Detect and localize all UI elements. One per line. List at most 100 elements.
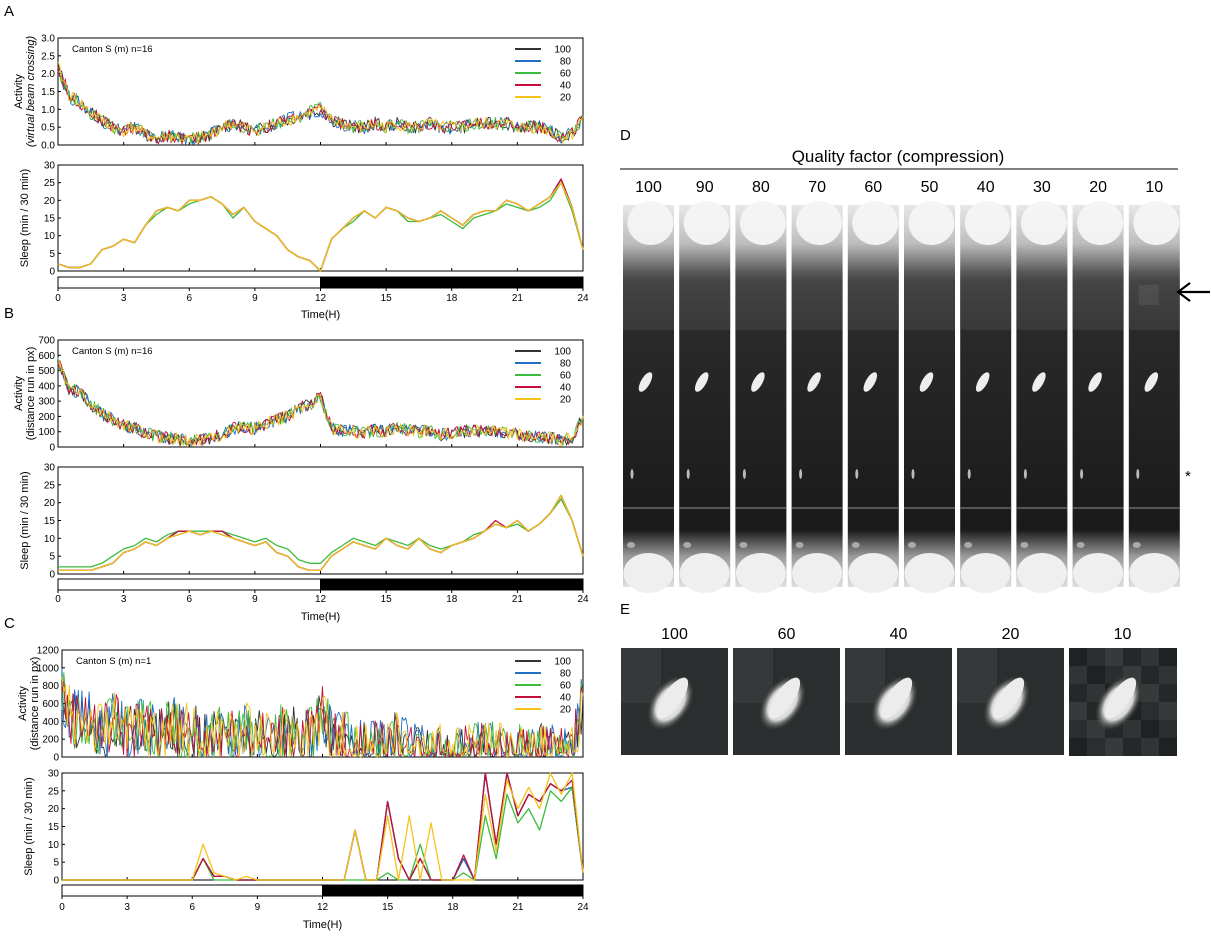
compression-block: [1087, 666, 1105, 684]
series-line-60: [57, 182, 584, 272]
legend-label: 60: [560, 371, 572, 382]
x-tick-label: 15: [381, 293, 393, 304]
compression-block: [1141, 720, 1159, 738]
quality-label: 50: [921, 179, 939, 196]
y-tick-label: 1200: [37, 646, 60, 657]
y-tick-label: 10: [44, 231, 56, 242]
compression-block: [1069, 720, 1087, 738]
bottom-blob: [960, 553, 1011, 593]
small-speck: [799, 469, 803, 479]
x-tick-label: 18: [447, 902, 459, 913]
haze-region: [791, 270, 843, 330]
compression-block: [1069, 738, 1087, 756]
panel-d-title: Quality factor (compression): [792, 147, 1005, 166]
y-tick-label: 300: [38, 397, 55, 408]
video-strip: [1016, 201, 1068, 593]
y-tick-label: 200: [38, 412, 55, 423]
x-tick-label: 12: [317, 902, 329, 913]
x-axis-label: Time(H): [301, 309, 340, 321]
x-tick-label: 9: [255, 902, 261, 913]
small-speck: [1023, 469, 1027, 479]
legend-label: 80: [560, 57, 572, 68]
legend-label: 100: [554, 657, 571, 668]
y-tick-label: 20: [48, 804, 60, 815]
legend-label: 80: [560, 669, 572, 680]
fly-crop: [621, 648, 728, 755]
series-line-40: [57, 178, 584, 272]
crop-quality-label: 100: [661, 626, 688, 643]
y-tick-label: 0: [49, 267, 55, 278]
quality-label: 90: [696, 179, 714, 196]
series-line-20: [61, 677, 584, 758]
series-line-20: [57, 182, 584, 272]
y-tick-label: 30: [48, 769, 60, 780]
bottom-spot: [1132, 542, 1141, 548]
bottom-spot: [1020, 542, 1029, 548]
bottom-spot: [627, 542, 635, 548]
y-tick-label: 0: [53, 876, 59, 887]
fly-crop: [733, 648, 840, 755]
compression-block: [1141, 648, 1159, 666]
fly-blob: [807, 372, 821, 392]
legend-label: 60: [560, 681, 572, 692]
small-speck: [967, 469, 971, 479]
panel-d: Quality factor (compression) 100 90 80 70 60…: [620, 147, 1210, 593]
series-line-20: [57, 361, 584, 448]
y-tick-label: 25: [48, 786, 60, 797]
light-period-bar: [61, 884, 323, 897]
small-speck: [630, 469, 634, 479]
y-tick-label: 0: [53, 753, 59, 764]
compression-block: [1159, 684, 1177, 702]
sleep-plot-a: 0 5 10 15 20 25 30 Sleep (min / 30 min) 0 3 6 9 12 15…: [19, 161, 589, 322]
compression-block: [1069, 666, 1087, 684]
y-tick-label: 600: [42, 699, 59, 710]
haze-region: [1016, 270, 1068, 330]
quality-label: 70: [808, 179, 826, 196]
fly-blob: [1032, 372, 1046, 392]
sample-annotation: Canton S (m) n=1: [76, 656, 151, 667]
series-line-60: [58, 498, 584, 568]
top-blob: [908, 201, 955, 245]
activity-plot-c: 0 200 400 600 800 1000 1200 Activity (distance r…: [17, 646, 584, 764]
series-line-60: [61, 672, 584, 758]
panel-letter-e: E: [620, 601, 630, 618]
y-axis-label: Activity: [13, 74, 25, 109]
x-tick-label: 0: [55, 594, 61, 605]
y-tick-label: 0: [49, 570, 55, 581]
top-blob: [627, 201, 674, 245]
panel-letter-b: B: [4, 305, 14, 322]
plot-frame: [57, 164, 584, 272]
fly-body: [1104, 677, 1137, 719]
series-line-40: [58, 494, 584, 572]
video-strip: [623, 201, 674, 593]
series-line-40: [61, 681, 584, 758]
y-tick-label: 5: [49, 552, 55, 563]
series-line-60: [57, 357, 584, 448]
legend-label: 20: [560, 705, 572, 716]
fly-crop: [957, 648, 1064, 755]
fly-blob: [751, 372, 765, 392]
x-tick-label: 3: [121, 594, 127, 605]
haze-region: [735, 270, 787, 330]
y-tick-label: 2.5: [41, 51, 55, 62]
x-tick-label: 21: [512, 902, 524, 913]
y-tick-label: 10: [48, 840, 60, 851]
legend-label: 40: [560, 81, 572, 92]
x-tick-label: 15: [381, 594, 393, 605]
x-tick-label: 24: [577, 902, 589, 913]
x-tick-label: 6: [189, 902, 195, 913]
haze-region: [904, 270, 955, 330]
fly-crop: [1069, 648, 1177, 756]
legend-label: 40: [560, 693, 572, 704]
top-blob: [1077, 201, 1124, 245]
y-tick-label: 3.0: [41, 34, 55, 45]
strip-background: [847, 205, 899, 587]
compression-block: [1159, 738, 1177, 756]
series-line-60: [62, 786, 584, 881]
y-axis-label: Sleep (min / 30 min): [19, 471, 31, 569]
crop-quality-label: 40: [890, 626, 908, 643]
bottom-blob: [848, 553, 899, 593]
bottom-blob: [792, 553, 843, 593]
panel-e: 100 60 40 20 10: [621, 626, 1177, 756]
series-line-100: [57, 178, 584, 272]
